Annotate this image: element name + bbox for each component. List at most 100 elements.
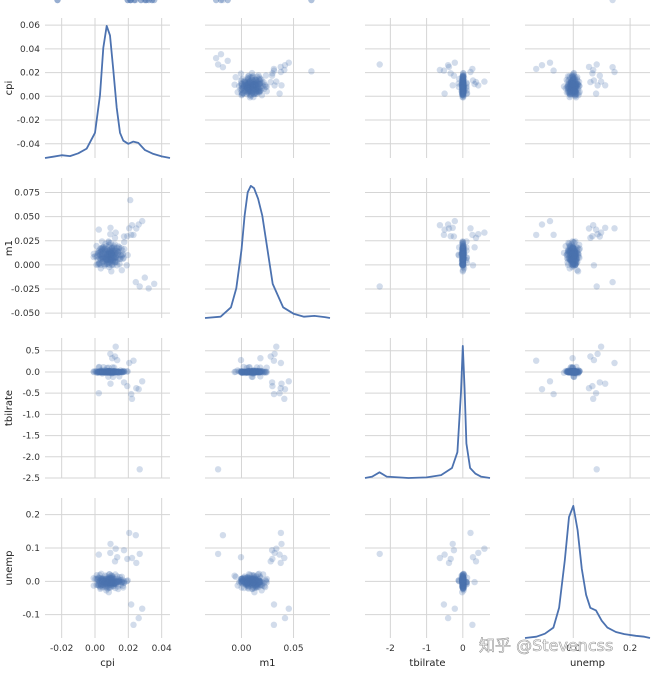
data-point <box>459 581 467 589</box>
data-point <box>108 369 116 376</box>
data-point <box>107 239 115 247</box>
data-point <box>572 251 579 259</box>
data-point <box>248 585 256 593</box>
data-point <box>242 369 249 376</box>
data-point <box>113 369 121 376</box>
data-point <box>569 251 576 258</box>
data-point <box>115 576 123 583</box>
data-point <box>560 369 568 376</box>
data-point <box>459 255 466 262</box>
data-point <box>217 0 225 4</box>
data-point <box>242 84 250 92</box>
x-tick-label: 0.05 <box>284 644 304 654</box>
data-point <box>566 256 574 263</box>
data-point <box>248 577 255 584</box>
data-point <box>563 76 570 84</box>
data-point <box>571 369 579 376</box>
data-point <box>96 368 103 376</box>
data-point <box>459 76 466 83</box>
data-point <box>232 74 239 81</box>
data-point <box>574 258 581 266</box>
data-point <box>97 369 104 376</box>
data-point <box>463 79 470 86</box>
data-point <box>99 582 107 589</box>
data-point <box>237 368 245 375</box>
data-point <box>248 576 255 583</box>
data-point <box>106 571 113 578</box>
data-point <box>107 581 114 589</box>
data-point <box>571 88 579 95</box>
data-point <box>569 249 577 256</box>
data-point <box>244 582 251 589</box>
data-point <box>90 250 98 257</box>
data-point <box>568 82 575 89</box>
data-point <box>248 580 255 588</box>
data-point <box>103 369 111 376</box>
data-point <box>574 81 582 88</box>
data-point <box>566 368 573 376</box>
data-point <box>459 75 467 82</box>
data-point <box>245 89 252 97</box>
data-point <box>96 251 103 259</box>
data-point <box>106 247 113 255</box>
data-point <box>459 253 466 260</box>
data-point <box>569 368 576 376</box>
data-point <box>460 85 467 92</box>
data-point <box>459 91 466 98</box>
data-point <box>136 283 143 290</box>
data-point <box>90 253 97 261</box>
data-point <box>572 368 579 375</box>
data-point <box>100 581 107 588</box>
data-point <box>568 367 575 375</box>
data-point <box>249 578 256 585</box>
data-point <box>244 578 251 585</box>
data-point <box>459 77 466 84</box>
data-point <box>569 245 576 252</box>
data-point <box>116 578 123 585</box>
data-point <box>441 551 448 558</box>
data-point <box>460 251 467 258</box>
data-point <box>94 368 102 376</box>
data-point <box>459 79 467 87</box>
data-point <box>459 579 467 587</box>
data-point <box>107 350 114 358</box>
data-point <box>459 571 466 579</box>
data-point <box>569 368 576 376</box>
data-point <box>572 251 579 258</box>
data-point <box>590 262 598 269</box>
data-point <box>121 579 128 586</box>
data-point <box>240 578 248 586</box>
data-point <box>252 578 260 585</box>
data-point <box>459 247 466 255</box>
data-point <box>564 251 572 258</box>
data-point <box>568 368 576 375</box>
data-point <box>459 578 466 585</box>
data-point <box>108 368 115 376</box>
data-point <box>245 577 252 584</box>
data-point <box>114 247 121 255</box>
data-point <box>459 581 467 588</box>
data-point <box>567 82 574 89</box>
data-point <box>93 572 101 579</box>
data-point <box>244 368 252 376</box>
data-point <box>112 577 119 585</box>
data-point <box>104 250 111 258</box>
data-point <box>460 84 467 91</box>
data-point <box>112 578 119 586</box>
data-point <box>250 81 258 88</box>
data-point <box>244 82 252 89</box>
data-point <box>459 248 467 256</box>
data-point <box>568 78 575 86</box>
data-point <box>90 582 98 589</box>
data-point <box>97 585 104 592</box>
data-point <box>106 367 113 375</box>
data-point <box>570 85 578 93</box>
data-point <box>99 253 106 261</box>
data-point <box>109 251 117 258</box>
data-point <box>106 368 113 376</box>
data-point <box>237 86 244 93</box>
data-point <box>262 369 269 376</box>
data-point <box>239 90 247 97</box>
data-point <box>98 582 105 589</box>
data-point <box>565 248 573 255</box>
